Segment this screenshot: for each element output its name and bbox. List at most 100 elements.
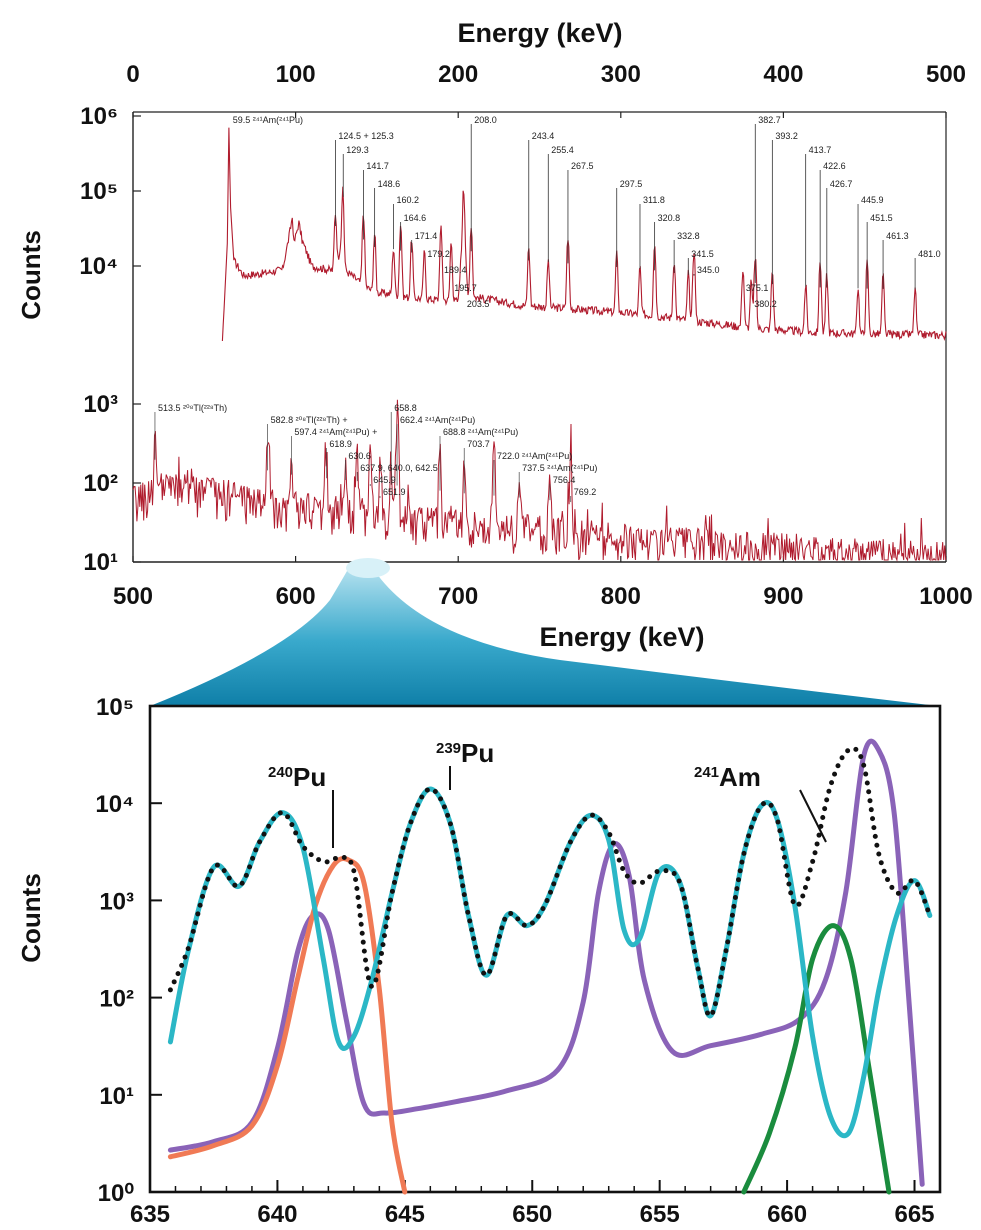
top-xaxis-ticks: 0 100 200 300 400 500: [126, 61, 966, 118]
middle-xaxis-tick-label: 600: [276, 583, 316, 610]
lower-yaxis-ticks: 10⁵ 10⁴ 10³ 10² 10¹ 10⁰: [95, 694, 162, 1207]
peak-label: 124.5 + 125.3: [338, 131, 393, 141]
top-xaxis-tick-label: 100: [276, 61, 316, 88]
peak-label: 203.5: [467, 299, 490, 309]
lower-yaxis-title: Counts: [16, 873, 46, 963]
peak-label: 597.4 ²⁴¹Am(²⁴¹Pu) +: [294, 427, 377, 437]
middle-yaxis-tick-label: 10¹: [83, 549, 118, 576]
top-xaxis-title: Energy (keV): [457, 18, 622, 48]
zoom-fan-spot: [346, 558, 390, 578]
top-xaxis-tick-label: 400: [763, 61, 803, 88]
lower-xaxis-tick-label: 635: [130, 1201, 170, 1228]
middle-spectrum-series: [132, 399, 947, 562]
peak-label: 651.9: [383, 487, 406, 497]
isotope-pointer: [799, 789, 827, 843]
total-fit-dotted-line: [167, 746, 933, 1019]
peak-label: 426.7: [830, 179, 853, 189]
top-xaxis-tick-label: 200: [438, 61, 478, 88]
peak-label: 267.5: [571, 161, 594, 171]
peak-label: 618.9: [329, 439, 352, 449]
peak-label: 141.7: [366, 161, 389, 171]
peak-label: 255.4: [551, 145, 574, 155]
bottom-xaxis-title: Energy (keV): [539, 622, 704, 652]
middle-spectrum-line: [132, 399, 947, 562]
upper-yaxis-tick-label: 10⁶: [80, 103, 118, 130]
middle-yaxis-tick-label: 10²: [83, 470, 118, 497]
middle-peak-labels: 513.5 ²⁰⁸Tl(²²⁸Th) 582.8 ²⁰⁸Tl(²²⁸Th) + 59…: [154, 403, 597, 503]
peak-label: 59.5 ²⁴¹Am(²⁴¹Pu): [233, 115, 303, 125]
lower-yaxis-tick-label: 10⁰: [98, 1180, 135, 1207]
peak-label: 722.0 ²⁴¹Am(²⁴¹Pu): [497, 451, 572, 461]
lower-fit-series: [167, 738, 933, 1195]
middle-xaxis-tick-label: 700: [438, 583, 478, 610]
peak-label: 662.4 ²⁴¹Am(²⁴¹Pu): [400, 415, 475, 425]
lower-xaxis-tick-label: 645: [385, 1201, 425, 1228]
peak-label: 380.2: [754, 299, 777, 309]
upper-peak-labels: 59.5 ²⁴¹Am(²⁴¹Pu) 124.5 + 125.3 129.3 141.7…: [233, 115, 941, 309]
lower-xaxis-tick-label: 640: [257, 1201, 297, 1228]
peak-label: 297.5: [620, 179, 643, 189]
isotope-labels: 240Pu 239Pu 241Am: [268, 738, 827, 848]
peak-label: 179.2: [427, 249, 450, 259]
middle-xaxis-tick-label: 1000: [919, 583, 972, 610]
middle-xaxis-tick-label: 900: [763, 583, 803, 610]
peak-label: 171.4: [415, 231, 438, 241]
isotope-label: 239Pu: [436, 738, 494, 768]
peak-label: 461.3: [886, 231, 909, 241]
lower-yaxis-tick-label: 10²: [99, 986, 134, 1013]
peak-label: 129.3: [346, 145, 369, 155]
peak-label: 445.9: [861, 195, 884, 205]
lower-plot-frame: [148, 704, 942, 1194]
peak-label: 582.8 ²⁰⁸Tl(²²⁸Th) +: [271, 415, 348, 425]
middle-xaxis-tick-label: 800: [601, 583, 641, 610]
peak-label: 345.0: [697, 265, 720, 275]
isotope-label: 240Pu: [268, 762, 326, 792]
peak-label: 164.6: [404, 213, 427, 223]
middle-xaxis-tick-label: 500: [113, 583, 153, 610]
peak-label: 382.7: [758, 115, 781, 125]
peak-label: 311.8: [643, 195, 665, 205]
peak-label: 341.5: [691, 249, 714, 259]
peak-label: 737.5 ²⁴¹Am(²⁴¹Pu): [522, 463, 597, 473]
top-xaxis-tick-label: 300: [601, 61, 641, 88]
peak-label: 189.4: [444, 265, 467, 275]
top-spectrum-frame: [132, 111, 947, 563]
lower-xaxis-ticks: 635 640 645 650 655 660 665: [130, 1180, 935, 1228]
peak-label: 413.7: [809, 145, 832, 155]
lower-yaxis-tick-label: 10⁵: [96, 694, 134, 721]
peak-label: 769.2: [574, 487, 597, 497]
peak-label: 195.7: [454, 283, 477, 293]
lower-xaxis-tick-label: 655: [640, 1201, 680, 1228]
lower-yaxis-tick-label: 10⁴: [95, 791, 134, 818]
peak-label: 703.7: [467, 439, 490, 449]
isotope-label: 241Am: [694, 762, 761, 792]
upper-yaxis-tick-label: 10⁴: [79, 253, 118, 280]
peak-label: 422.6: [823, 161, 846, 171]
peak-label: 481.0: [918, 249, 941, 259]
peak-label: 393.2: [775, 131, 798, 141]
peak-label: 637.9, 640.0, 642.5: [360, 463, 438, 473]
peak-label: 332.8: [677, 231, 700, 241]
peak-label: 243.4: [532, 131, 555, 141]
top-xaxis-tick-label: 0: [126, 61, 139, 88]
peak-label: 451.5: [870, 213, 893, 223]
lower-yaxis-tick-label: 10¹: [99, 1083, 134, 1110]
top-xaxis-tick-label: 500: [926, 61, 966, 88]
middle-yaxis-tick-label: 10³: [83, 391, 118, 418]
am241-component-line: [741, 923, 892, 1195]
upper-yaxis-tick-label: 10⁵: [80, 178, 118, 205]
upper-yaxis-ticks: 10⁶ 10⁵ 10⁴: [79, 103, 141, 280]
lower-xaxis-tick-label: 660: [767, 1201, 807, 1228]
peak-label: 160.2: [396, 195, 419, 205]
lower-yaxis-tick-label: 10³: [99, 888, 134, 915]
peak-label: 756.4: [553, 475, 576, 485]
middle-yaxis-ticks: 10³ 10² 10¹: [83, 391, 141, 576]
peak-label: 320.8: [658, 213, 681, 223]
peak-label: 208.0: [474, 115, 497, 125]
upper-spectrum-series: [221, 127, 947, 342]
lower-xaxis-tick-label: 650: [512, 1201, 552, 1228]
peak-label: 630.6: [348, 451, 371, 461]
zoom-fan: [150, 562, 938, 706]
peak-label: 658.8: [394, 403, 417, 413]
